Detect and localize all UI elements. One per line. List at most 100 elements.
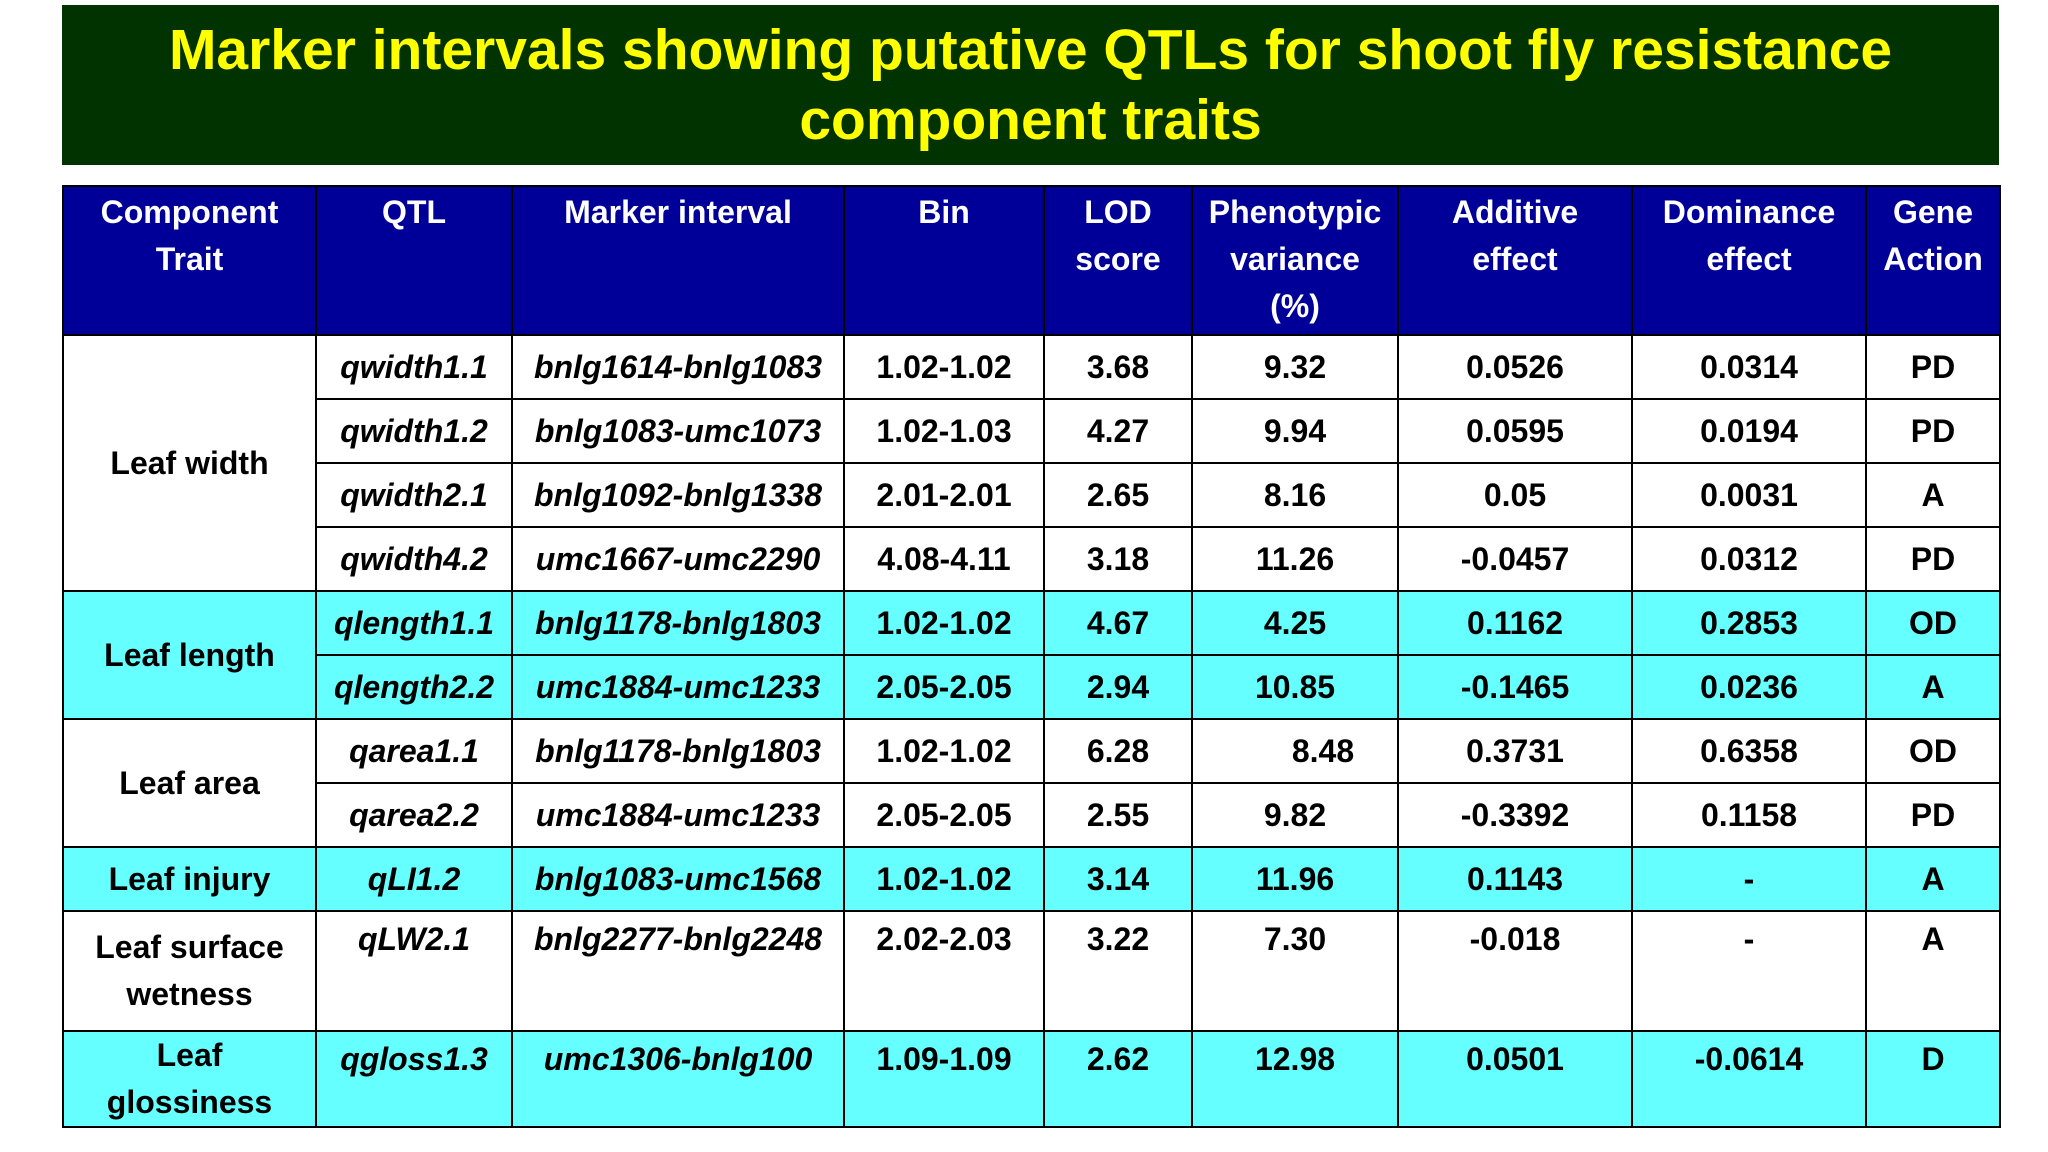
header-marker-interval: Marker interval — [511, 185, 845, 336]
bin-cell: 2.02-2.03 — [843, 910, 1045, 1032]
qtl-cell: qarea1.1 — [315, 718, 513, 784]
bin-cell: 1.02-1.02 — [843, 590, 1045, 656]
gene-action-cell: A — [1865, 462, 2001, 528]
trait-cell-leaf-glossiness: Leaf glossiness — [62, 1030, 317, 1128]
lod-cell: 4.67 — [1043, 590, 1193, 656]
qtl-cell: qlength1.1 — [315, 590, 513, 656]
header-phenotypic-variance: Phenotypic variance (%) — [1191, 185, 1399, 336]
pv-cell: 4.25 — [1191, 590, 1399, 656]
dominance-cell: 0.0312 — [1631, 526, 1867, 592]
bin-cell: 2.05-2.05 — [843, 782, 1045, 848]
dominance-cell: - — [1631, 910, 1867, 1032]
gene-action-cell: PD — [1865, 398, 2001, 464]
lod-cell: 2.65 — [1043, 462, 1193, 528]
bin-cell: 2.05-2.05 — [843, 654, 1045, 720]
lod-cell: 3.68 — [1043, 334, 1193, 400]
dominance-cell: 0.2853 — [1631, 590, 1867, 656]
gene-action-cell: PD — [1865, 334, 2001, 400]
pv-cell: 11.26 — [1191, 526, 1399, 592]
pv-cell: 7.30 — [1191, 910, 1399, 1032]
trait-cell-leaf-area: Leaf area — [62, 718, 317, 848]
dominance-cell: - — [1631, 846, 1867, 912]
gene-action-cell: A — [1865, 654, 2001, 720]
table-row: qwidth1.2 bnlg1083-umc1073 1.02-1.03 4.2… — [63, 398, 2001, 464]
dominance-cell: 0.0194 — [1631, 398, 1867, 464]
trait-cell-leaf-surface-wetness: Leaf surface wetness — [62, 910, 317, 1032]
qtl-table: Component Trait QTL Marker interval Bin … — [62, 185, 2001, 1128]
additive-cell: 0.05 — [1397, 462, 1633, 528]
dominance-cell: -0.0614 — [1631, 1030, 1867, 1128]
additive-cell: 0.0595 — [1397, 398, 1633, 464]
lod-cell: 3.22 — [1043, 910, 1193, 1032]
pv-cell: 9.82 — [1191, 782, 1399, 848]
additive-cell: -0.1465 — [1397, 654, 1633, 720]
header-bin: Bin — [843, 185, 1045, 336]
gene-action-cell: D — [1865, 1030, 2001, 1128]
table-row: Leaf area qarea1.1 bnlg1178-bnlg1803 1.0… — [62, 718, 2001, 848]
bin-cell: 1.02-1.02 — [843, 718, 1045, 784]
table-row: Leaf width qwidth1.1 bnlg1614-bnlg1083 1… — [62, 334, 2001, 592]
table-row: qlength2.2 umc1884-umc1233 2.05-2.05 2.9… — [63, 654, 2001, 720]
dominance-cell: 0.0236 — [1631, 654, 1867, 720]
dominance-cell: 0.1158 — [1631, 782, 1867, 848]
lod-cell: 4.27 — [1043, 398, 1193, 464]
gene-action-cell: OD — [1865, 590, 2001, 656]
qtl-cell: qarea2.2 — [315, 782, 513, 848]
gene-action-cell: PD — [1865, 526, 2001, 592]
header-qtl: QTL — [315, 185, 513, 336]
marker-cell: bnlg1614-bnlg1083 — [511, 334, 845, 400]
qtl-cell: qwidth1.2 — [315, 398, 513, 464]
qtl-cell: qLI1.2 — [315, 846, 513, 912]
pv-cell: 9.32 — [1191, 334, 1399, 400]
trait-cell-leaf-width: Leaf width — [62, 334, 317, 592]
pv-cell: 8.48 — [1191, 718, 1399, 784]
gene-action-cell: A — [1865, 910, 2001, 1032]
dominance-cell: 0.0031 — [1631, 462, 1867, 528]
marker-cell: umc1306-bnlg100 — [511, 1030, 845, 1128]
additive-cell: -0.0457 — [1397, 526, 1633, 592]
marker-cell: umc1667-umc2290 — [511, 526, 845, 592]
dominance-cell: 0.6358 — [1631, 718, 1867, 784]
qtl-cell: qwidth4.2 — [315, 526, 513, 592]
slide-title: Marker intervals showing putative QTLs f… — [168, 18, 1893, 152]
trait-cell-leaf-injury: Leaf injury — [62, 846, 317, 912]
additive-cell: 0.1143 — [1397, 846, 1633, 912]
qtl-cell: qgloss1.3 — [315, 1030, 513, 1128]
header-component-trait: Component Trait — [62, 185, 317, 336]
dominance-cell: 0.0314 — [1631, 334, 1867, 400]
lod-cell: 2.55 — [1043, 782, 1193, 848]
header-additive-effect: Additive effect — [1397, 185, 1633, 336]
title-banner: Marker intervals showing putative QTLs f… — [62, 5, 1999, 165]
gene-action-cell: PD — [1865, 782, 2001, 848]
pv-cell: 9.94 — [1191, 398, 1399, 464]
additive-cell: 0.3731 — [1397, 718, 1633, 784]
additive-cell: -0.018 — [1397, 910, 1633, 1032]
bin-cell: 2.01-2.01 — [843, 462, 1045, 528]
pv-cell: 11.96 — [1191, 846, 1399, 912]
table-row: Leaf length qlength1.1 bnlg1178-bnlg1803… — [62, 590, 2001, 720]
additive-cell: 0.0526 — [1397, 334, 1633, 400]
marker-cell: umc1884-umc1233 — [511, 782, 845, 848]
table-row: Leaf glossiness qgloss1.3 umc1306-bnlg10… — [62, 1030, 2001, 1128]
lod-cell: 2.94 — [1043, 654, 1193, 720]
lod-cell: 3.18 — [1043, 526, 1193, 592]
bin-cell: 4.08-4.11 — [843, 526, 1045, 592]
table-row: Leaf injury qLI1.2 bnlg1083-umc1568 1.02… — [62, 846, 2001, 912]
marker-cell: bnlg1178-bnlg1803 — [511, 590, 845, 656]
lod-cell: 3.14 — [1043, 846, 1193, 912]
trait-cell-leaf-length: Leaf length — [62, 590, 317, 720]
additive-cell: 0.1162 — [1397, 590, 1633, 656]
additive-cell: 0.0501 — [1397, 1030, 1633, 1128]
gene-action-cell: A — [1865, 846, 2001, 912]
header-gene-action: Gene Action — [1865, 185, 2001, 336]
qtl-cell: qlength2.2 — [315, 654, 513, 720]
marker-cell: bnlg2277-bnlg2248 — [511, 910, 845, 1032]
table-row: qwidth2.1 bnlg1092-bnlg1338 2.01-2.01 2.… — [63, 462, 2001, 528]
pv-cell: 10.85 — [1191, 654, 1399, 720]
table-row: qwidth4.2 umc1667-umc2290 4.08-4.11 3.18… — [63, 526, 2001, 592]
bin-cell: 1.09-1.09 — [843, 1030, 1045, 1128]
marker-cell: bnlg1083-umc1073 — [511, 398, 845, 464]
marker-cell: umc1884-umc1233 — [511, 654, 845, 720]
marker-cell: bnlg1178-bnlg1803 — [511, 718, 845, 784]
